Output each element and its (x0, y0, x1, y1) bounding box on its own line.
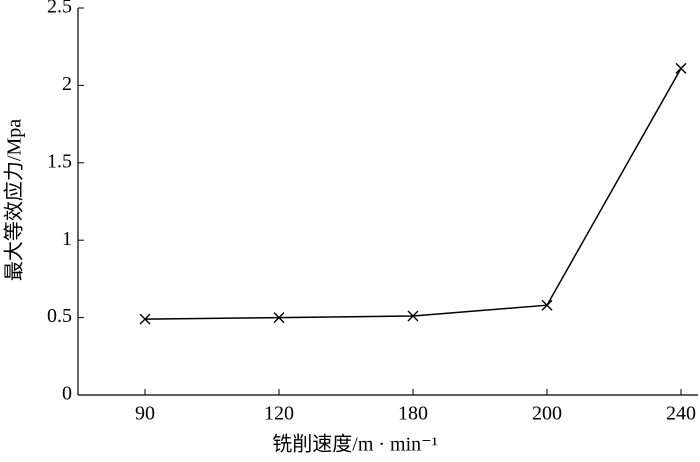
marker (139, 313, 151, 325)
y-tick-label: 0.5 (47, 305, 72, 327)
x-axis-label: 铣削速度/m · min⁻¹ (272, 433, 437, 456)
series-line (144, 68, 682, 320)
y-tick-label: 0 (62, 383, 72, 405)
x-tick-label: 200 (532, 403, 562, 425)
x-tick-label: 240 (666, 403, 696, 425)
x-tick-label: 120 (264, 403, 294, 425)
marker (273, 312, 285, 324)
x-tick-label: 180 (398, 403, 428, 425)
y-tick-label: 1.5 (47, 150, 72, 172)
marker (541, 299, 553, 311)
y-axis-label: 最大等效应力/Mpa (3, 119, 26, 281)
y-tick-label: 1 (62, 228, 72, 250)
x-tick-label: 90 (135, 403, 155, 425)
marker (407, 310, 419, 322)
y-tick-label: 2.5 (47, 0, 72, 18)
y-tick-label: 2 (62, 73, 72, 95)
marker (675, 62, 687, 74)
